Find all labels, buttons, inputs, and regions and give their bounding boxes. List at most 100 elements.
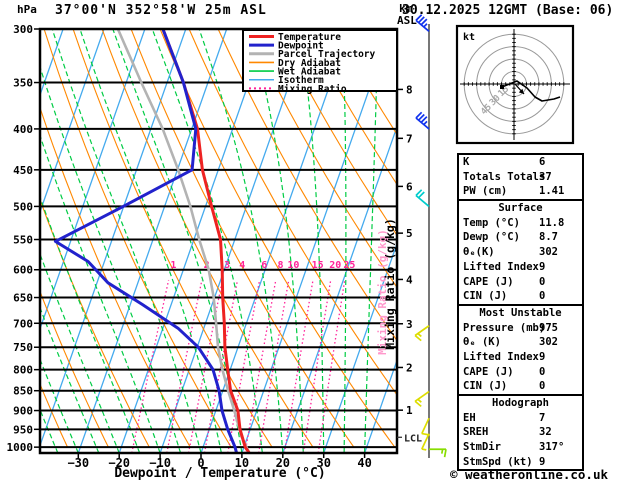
table-row-value: 302	[539, 336, 558, 349]
svg-text:8: 8	[406, 83, 413, 96]
table-row-value: 302	[539, 246, 558, 259]
table-row: Pressure (mb) 975	[459, 321, 582, 336]
table-row-label: Dewp (°C)	[463, 231, 520, 244]
wind-barb	[429, 448, 447, 458]
legend-item-label: Temperature	[278, 32, 341, 43]
legend-item-label: Dry Adiabat	[278, 58, 341, 69]
table-row-label: StmSpd (kt)	[463, 455, 533, 468]
mixing-ratio-axis-label-shadow: Mixing Ratio (g/kg)	[376, 229, 389, 355]
lcl-label: LCL	[404, 433, 422, 444]
table-row: StmDir 317°	[459, 440, 582, 455]
svg-text:6: 6	[261, 260, 267, 271]
svg-text:20: 20	[329, 260, 341, 271]
table-row-label: SREH	[463, 426, 489, 439]
svg-text:−30: −30	[67, 456, 89, 470]
table-row: Temp (°C) 11.8	[459, 216, 582, 231]
plot-border	[38, 27, 399, 455]
legend-item-label: Isotherm	[278, 75, 324, 86]
svg-text:4: 4	[239, 260, 245, 271]
table-row-value: 8.7	[539, 231, 558, 244]
table-row-value: 1.41	[539, 185, 565, 198]
table-row-value: 0	[539, 290, 546, 303]
svg-text:30: 30	[316, 456, 330, 470]
parcel-trajectory-curve	[116, 30, 251, 452]
table-row: θₑ(K) 302	[459, 245, 582, 260]
table-row: CAPE (J) 0	[459, 365, 582, 380]
legend-item-label: Dewpoint	[278, 41, 324, 52]
table-row: StmSpd (kt) 9	[459, 455, 582, 470]
table-row-value: 37	[539, 170, 552, 183]
svg-text:25: 25	[343, 260, 355, 271]
mixing-ratio-axis-label: Mixing Ratio (g/kg)	[383, 218, 397, 350]
table-row-label: θₑ (K)	[463, 336, 501, 349]
table-row: CIN (J) 0	[459, 379, 582, 394]
svg-text:700: 700	[13, 317, 33, 330]
svg-text:−20: −20	[108, 456, 130, 470]
svg-text:2: 2	[406, 361, 413, 374]
table-row: EH 7	[459, 411, 582, 426]
svg-text:0: 0	[197, 456, 204, 470]
svg-text:650: 650	[13, 292, 33, 305]
table-row-label: CAPE (J)	[463, 365, 514, 378]
svg-text:400: 400	[13, 123, 33, 136]
asl-axis-unit: ASL	[397, 14, 417, 27]
table-row-value: 975	[539, 321, 558, 334]
table-row-value: 7	[539, 411, 546, 424]
legend-item-label: Mixing Ratio	[278, 84, 347, 95]
svg-text:20: 20	[276, 456, 290, 470]
table-row-label: EH	[463, 411, 476, 424]
table-section-title: Hodograph	[492, 397, 549, 409]
table-section: Hodograph EH 7 SREH 32 StmDir 317° StmSpd (kt) 9	[459, 394, 582, 469]
table-row-label: PW (cm)	[463, 185, 508, 198]
svg-text:6: 6	[406, 180, 413, 193]
table-row-label: Lifted Index	[463, 260, 539, 273]
table-row-label: CIN (J)	[463, 290, 508, 303]
pressure-axis: 300 350 400 450 500 550 600 650 700 750 800 850 900 9…	[7, 23, 40, 454]
svg-text:950: 950	[13, 423, 33, 436]
table-row-label: K	[463, 156, 470, 168]
svg-text:4: 4	[406, 273, 413, 286]
table-row: PW (cm) 1.41	[459, 184, 582, 199]
table-row-value: 9	[539, 455, 546, 468]
svg-text:850: 850	[13, 385, 33, 398]
table-row: CAPE (J) 0	[459, 275, 582, 290]
table-row-value: 0	[539, 380, 546, 393]
table-section: Surface Temp (°C) 11.8 Dewp (°C) 8.7 θₑ(K) 302…	[459, 199, 582, 304]
svg-text:3: 3	[406, 318, 413, 331]
wind-barb	[415, 189, 430, 208]
table-row-value: 0	[539, 365, 546, 378]
wind-barb	[415, 14, 430, 32]
svg-text:3: 3	[224, 260, 230, 271]
table-section-title: Surface	[498, 202, 543, 215]
wind-barb	[414, 390, 430, 408]
svg-text:450: 450	[13, 164, 33, 177]
legend-item-label: Wet Adiabat	[278, 67, 341, 78]
table-row-value: 0	[539, 275, 546, 288]
table-section: K 6 Totals Totals 37 PW (cm) 1.41	[459, 155, 582, 199]
table-row: Dewp (°C) 8.7	[459, 230, 582, 245]
svg-text:−10: −10	[149, 456, 171, 470]
svg-text:800: 800	[13, 364, 33, 377]
wind-barb	[421, 433, 430, 451]
svg-text:8: 8	[277, 260, 283, 271]
svg-text:15: 15	[312, 260, 324, 271]
table-row: Lifted Index 9	[459, 350, 582, 365]
svg-text:40: 40	[357, 456, 371, 470]
km-axis-unit: km	[399, 2, 413, 15]
table-row: θₑ (K) 302	[459, 335, 582, 350]
table-row-value: 9	[539, 350, 546, 363]
svg-text:7: 7	[406, 132, 413, 145]
table-row-value: 6	[539, 156, 546, 168]
station-title: 37°00'N 352°58'W 25m ASL	[55, 3, 267, 18]
table-section-title: Most Unstable	[479, 306, 562, 319]
table-row-value: 9	[539, 260, 546, 273]
table-row-label: θₑ(K)	[463, 246, 495, 259]
table-row-value: 32	[539, 426, 552, 439]
legend-item-label: Parcel Trajectory	[278, 49, 376, 60]
svg-text:10: 10	[287, 260, 299, 271]
